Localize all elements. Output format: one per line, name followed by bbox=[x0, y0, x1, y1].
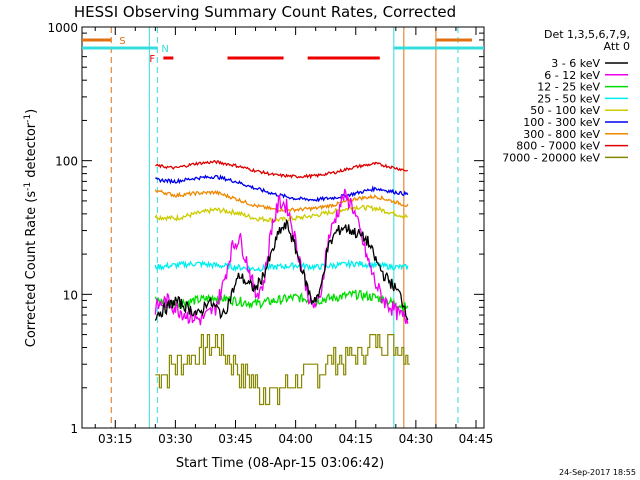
y-tick-label: 100 bbox=[55, 155, 78, 169]
legend-title-line2: Att 0 bbox=[604, 40, 630, 53]
series-line-3 bbox=[154, 258, 409, 273]
legend-label: 50 - 100 keV bbox=[530, 104, 600, 117]
x-tick-label: 04:30 bbox=[399, 432, 434, 446]
x-tick-label: 04:45 bbox=[459, 432, 494, 446]
y-tick-label: 1000 bbox=[47, 21, 78, 35]
timestamp: 24-Sep-2017 18:55 bbox=[559, 468, 636, 477]
x-axis-label: Start Time (08-Apr-15 03:06:42) bbox=[176, 456, 384, 471]
y-tick-label: 10 bbox=[63, 288, 78, 302]
x-tick-label: 03:45 bbox=[218, 432, 253, 446]
y-axis-label: Corrected Count Rate (s-1 detector-1) bbox=[23, 109, 39, 347]
legend-label: 800 - 7000 keV bbox=[516, 140, 600, 153]
x-tick-label: 03:15 bbox=[98, 432, 133, 446]
night-flag-label: N bbox=[161, 44, 168, 55]
series-line-4 bbox=[154, 204, 408, 224]
chart-title: HESSI Observing Summary Count Rates, Cor… bbox=[74, 3, 456, 21]
saa-flag-label: S bbox=[119, 36, 125, 47]
y-tick-label: 1 bbox=[70, 422, 78, 436]
series-line-5 bbox=[155, 174, 409, 203]
legend-label: 3 - 6 keV bbox=[551, 57, 600, 70]
series-line-0 bbox=[154, 218, 409, 321]
legend-label: 12 - 25 keV bbox=[537, 81, 600, 94]
legend-title-line1: Det 1,3,5,6,7,9, bbox=[544, 28, 630, 41]
legend-label: 6 - 12 keV bbox=[544, 69, 600, 82]
series-line-7 bbox=[155, 159, 409, 180]
legend-label: 100 - 300 keV bbox=[523, 116, 600, 129]
x-tick-label: 04:15 bbox=[338, 432, 373, 446]
x-tick-label: 04:00 bbox=[278, 432, 313, 446]
series-line-2 bbox=[154, 289, 409, 313]
series-line-8 bbox=[155, 334, 410, 406]
flare-flag-label: F bbox=[149, 54, 155, 65]
series-line-6 bbox=[154, 189, 409, 213]
legend-label: 25 - 50 keV bbox=[537, 92, 600, 105]
legend-label: 7000 - 20000 keV bbox=[502, 151, 600, 164]
series-line-1 bbox=[154, 188, 409, 326]
legend-label: 300 - 800 keV bbox=[523, 128, 600, 141]
x-tick-label: 03:30 bbox=[158, 432, 193, 446]
plot-frame bbox=[81, 26, 485, 429]
